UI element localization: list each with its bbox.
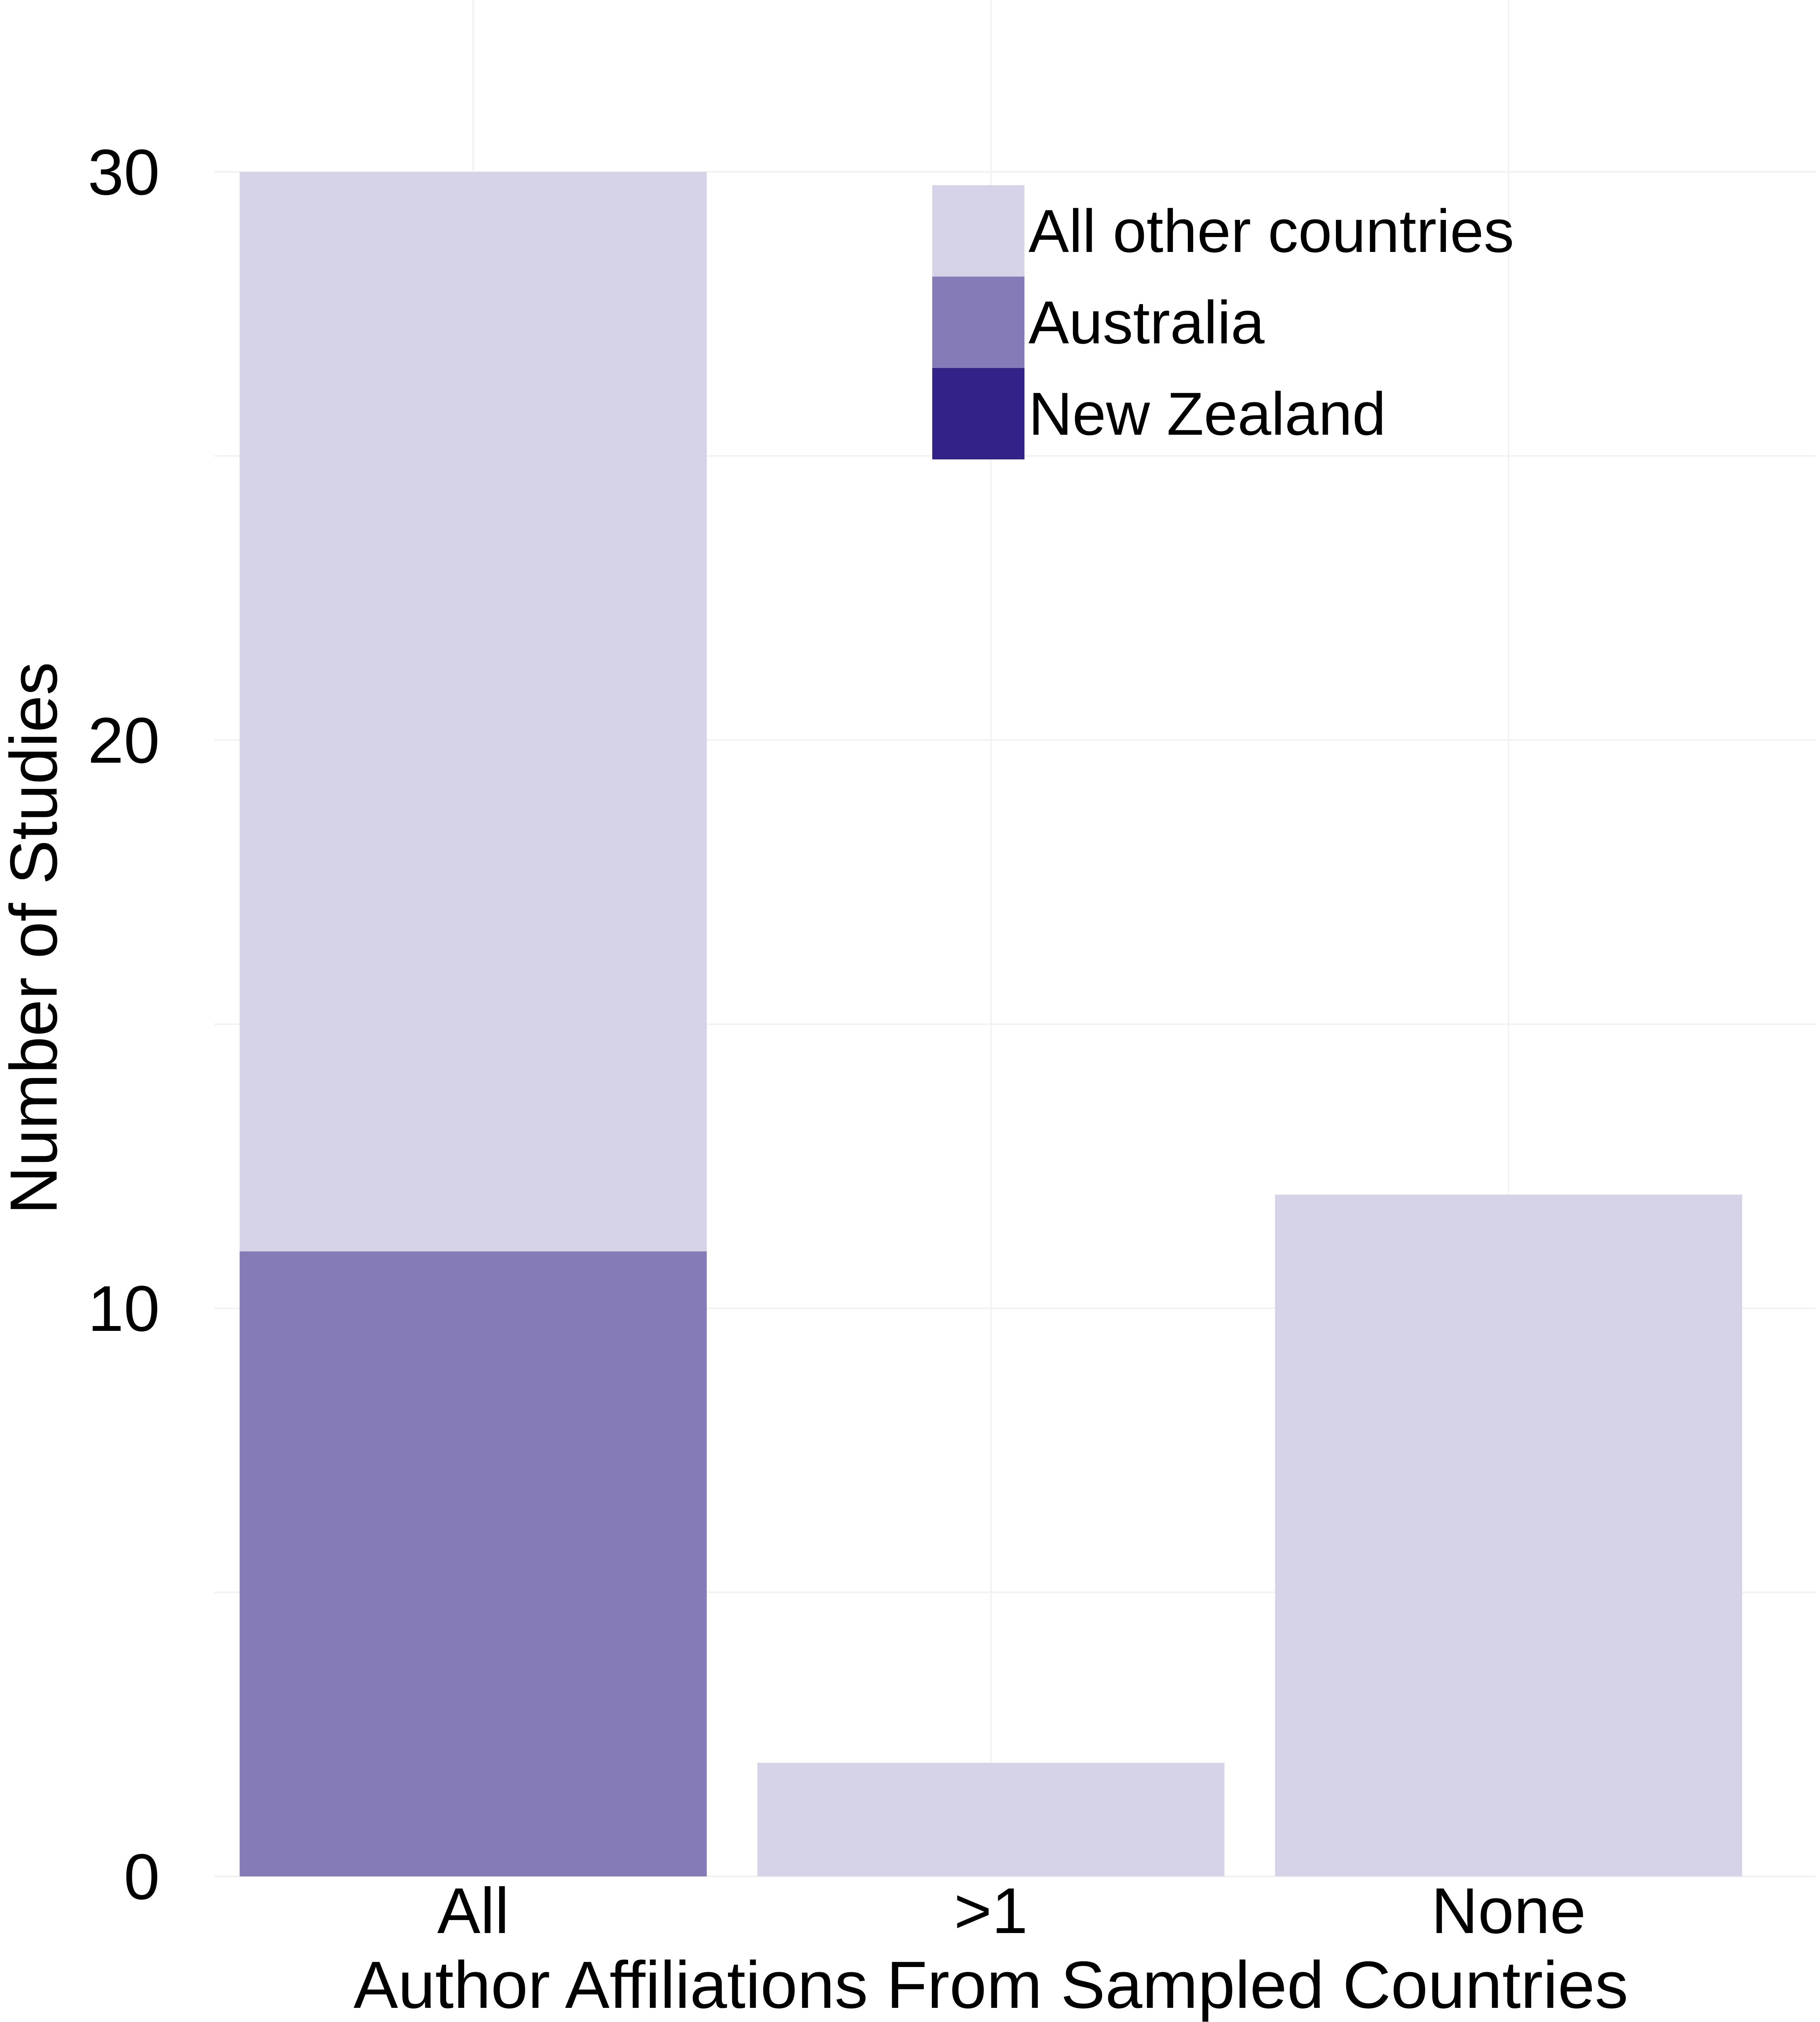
legend-key: [932, 185, 1024, 277]
x-tick-label: >1: [954, 1874, 1028, 1947]
x-tick-label: None: [1431, 1874, 1586, 1947]
legend-label: Australia: [1029, 288, 1265, 356]
bar-segment: [757, 1763, 1225, 1876]
x-axis-title: Author Affiliations From Sampled Countri…: [353, 1948, 1628, 2022]
legend-key: [932, 368, 1024, 459]
y-tick-label: 0: [124, 1840, 160, 1913]
legend-label: New Zealand: [1029, 380, 1386, 448]
x-tick-label: All: [437, 1874, 509, 1947]
y-tick-labels: 0 10 20 30: [88, 136, 160, 1913]
bars: [239, 172, 1742, 1876]
y-tick-label: 10: [88, 1272, 160, 1345]
legend-key: [932, 277, 1024, 368]
bar-segment: [239, 1251, 707, 1876]
y-tick-label: 20: [88, 704, 160, 776]
legend: All other countries Australia New Zealand: [932, 185, 1514, 459]
bar-segment: [1275, 1195, 1742, 1876]
bar-segment: [239, 172, 707, 1252]
y-tick-label: 30: [88, 136, 160, 208]
legend-label: All other countries: [1029, 197, 1514, 265]
x-tick-labels: All >1 None: [437, 1874, 1586, 1947]
y-axis-title: Number of Studies: [0, 662, 71, 1215]
